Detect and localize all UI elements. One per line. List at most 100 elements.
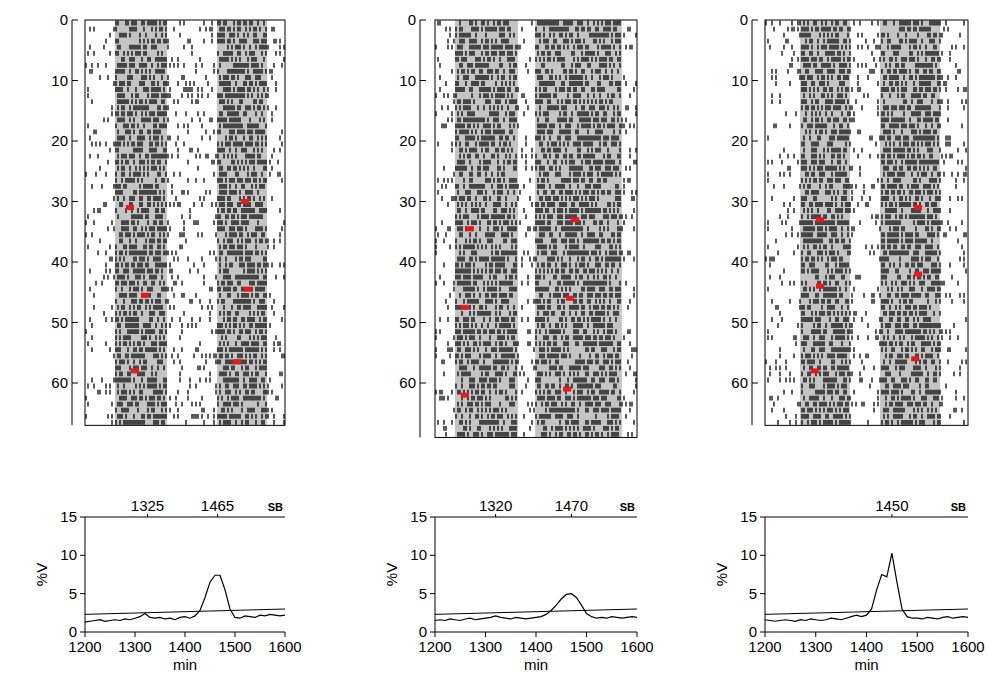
y-tick bbox=[752, 80, 758, 81]
activity-texture bbox=[446, 432, 632, 437]
y-tick-label: 40 bbox=[731, 253, 748, 270]
top-axis bbox=[85, 517, 285, 518]
y-tick-label: 60 bbox=[731, 374, 748, 391]
activity-texture bbox=[802, 384, 946, 389]
y-tick bbox=[420, 322, 426, 323]
activity-texture bbox=[92, 184, 264, 189]
x-tick-label: 1600 bbox=[620, 638, 653, 655]
activity-texture bbox=[776, 81, 946, 86]
plot-area bbox=[435, 594, 637, 621]
activity-texture bbox=[772, 93, 934, 98]
activity-texture bbox=[446, 81, 636, 86]
activity-texture bbox=[456, 130, 626, 135]
y-tick bbox=[420, 201, 426, 202]
activity-texture bbox=[86, 63, 282, 68]
activity-texture bbox=[454, 99, 612, 104]
activity-texture bbox=[112, 111, 272, 116]
activity-texture bbox=[766, 21, 964, 26]
periodogram-panel: 051015120013001400150016001450SBmin%V bbox=[713, 497, 985, 673]
activity-texture bbox=[774, 123, 962, 128]
y-tick-label: 30 bbox=[399, 193, 416, 210]
activity-texture bbox=[86, 329, 266, 334]
activity-texture bbox=[780, 154, 952, 159]
activity-texture bbox=[436, 244, 620, 249]
activity-texture bbox=[802, 142, 964, 147]
onset-marker bbox=[563, 387, 571, 392]
activity-texture bbox=[104, 117, 272, 122]
activity-texture bbox=[88, 384, 282, 389]
x-axis-title: min bbox=[854, 656, 878, 673]
activity-texture bbox=[86, 232, 280, 237]
activity-texture bbox=[442, 196, 634, 201]
x-tick-label: 1200 bbox=[748, 638, 781, 655]
periodogram-panel: 0510151200130014001500160013251465SBmin%… bbox=[33, 497, 302, 673]
onset-marker bbox=[141, 293, 149, 298]
activity-texture bbox=[440, 275, 616, 280]
activity-texture bbox=[90, 269, 266, 274]
activity-texture bbox=[784, 390, 956, 395]
activity-texture bbox=[456, 323, 612, 328]
activity-texture bbox=[776, 238, 958, 243]
x-tick bbox=[135, 632, 136, 637]
activity-texture bbox=[112, 105, 276, 110]
peak-label: 1470 bbox=[555, 497, 588, 514]
plot-area bbox=[765, 553, 968, 621]
activity-texture bbox=[770, 263, 964, 268]
plot-area bbox=[85, 575, 285, 622]
activity-texture bbox=[448, 305, 628, 310]
top-axis bbox=[765, 517, 968, 518]
frame bbox=[85, 20, 285, 425]
activity-texture bbox=[438, 190, 636, 195]
activity-texture bbox=[802, 87, 966, 92]
y-tick bbox=[760, 517, 765, 518]
activity-texture bbox=[772, 99, 966, 104]
activity-texture bbox=[786, 232, 966, 237]
activity-texture bbox=[788, 208, 950, 213]
y-tick bbox=[80, 517, 85, 518]
activity-texture bbox=[768, 244, 962, 249]
activity-texture bbox=[116, 21, 264, 26]
x-tick-label: 1300 bbox=[469, 638, 502, 655]
activity-texture bbox=[788, 166, 966, 171]
activity-texture bbox=[436, 353, 632, 358]
y-tick-label: 10 bbox=[740, 546, 757, 563]
y-tick-label: 15 bbox=[60, 508, 77, 525]
onset-marker bbox=[914, 205, 922, 210]
activity-texture bbox=[116, 299, 274, 304]
activity-texture bbox=[458, 257, 634, 262]
activity-texture bbox=[436, 281, 626, 286]
activity-texture bbox=[784, 33, 960, 38]
activity-texture bbox=[768, 335, 958, 340]
y-tick bbox=[430, 555, 435, 556]
onset-marker bbox=[241, 199, 249, 204]
activity-texture bbox=[768, 136, 950, 141]
x-tick bbox=[765, 632, 766, 637]
y-tick bbox=[420, 20, 426, 21]
activity-texture bbox=[768, 39, 940, 44]
x-tick bbox=[485, 632, 486, 637]
raster-panel: 0102030405060 bbox=[731, 11, 968, 425]
activity-texture bbox=[90, 154, 272, 159]
activity-texture bbox=[88, 402, 266, 407]
activity-texture bbox=[444, 372, 636, 377]
y-axis-title: %V bbox=[713, 563, 730, 586]
activity-texture bbox=[442, 123, 634, 128]
activity-texture bbox=[454, 172, 620, 177]
onset-marker bbox=[571, 217, 579, 222]
activity-texture bbox=[778, 251, 964, 256]
activity-texture bbox=[450, 293, 634, 298]
y-tick-label: 0 bbox=[60, 11, 68, 28]
x-tick bbox=[637, 632, 638, 637]
activity-texture bbox=[438, 21, 620, 26]
activity-texture bbox=[768, 220, 962, 225]
x-tick-label: 1200 bbox=[418, 638, 451, 655]
y-tick bbox=[72, 383, 78, 384]
y-tick-label: 10 bbox=[399, 72, 416, 89]
y-tick bbox=[760, 632, 765, 633]
activity-texture bbox=[774, 184, 956, 189]
activity-texture bbox=[772, 408, 962, 413]
plot-area bbox=[766, 20, 966, 425]
onset-marker bbox=[466, 226, 474, 231]
activity-texture bbox=[770, 365, 960, 370]
activity-texture bbox=[442, 359, 628, 364]
